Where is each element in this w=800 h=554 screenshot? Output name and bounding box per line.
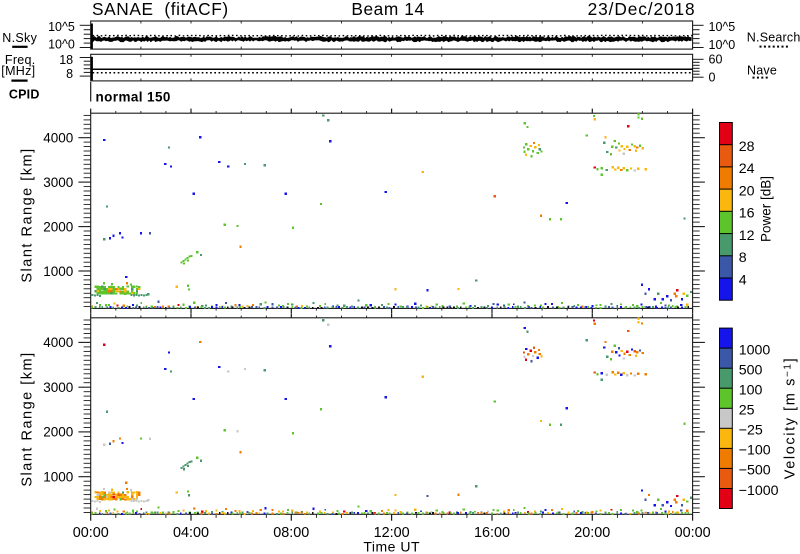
svg-text:Nave: Nave: [747, 63, 777, 77]
svg-text:08:00: 08:00: [273, 525, 309, 541]
svg-text:10^5: 10^5: [48, 20, 75, 34]
svg-text:Slant Range [km]: Slant Range [km]: [20, 351, 36, 486]
svg-text:normal 150: normal 150: [96, 89, 171, 104]
svg-text:16: 16: [739, 206, 755, 222]
svg-text:−25: −25: [739, 423, 763, 439]
svg-text:24: 24: [739, 161, 755, 177]
svg-text:4000: 4000: [43, 131, 73, 146]
svg-text:1000: 1000: [739, 342, 771, 358]
svg-text:16:00: 16:00: [474, 525, 510, 541]
svg-text:Time UT: Time UT: [363, 539, 420, 554]
svg-text:CPID: CPID: [9, 88, 40, 102]
svg-text:1000: 1000: [43, 264, 73, 279]
svg-text:0: 0: [709, 71, 716, 85]
svg-text:Velocity [m s−1]: Velocity [m s−1]: [783, 357, 799, 479]
svg-text:2000: 2000: [43, 425, 73, 440]
svg-text:SANAE (fitACF): SANAE (fitACF): [92, 0, 229, 19]
svg-text:18: 18: [59, 53, 73, 67]
svg-text:10^0: 10^0: [48, 38, 75, 52]
svg-text:25: 25: [739, 403, 755, 419]
svg-text:−1000: −1000: [739, 483, 779, 499]
svg-text:12:00: 12:00: [374, 525, 410, 541]
svg-text:00:00: 00:00: [675, 525, 711, 541]
svg-text:[MHz]: [MHz]: [1, 64, 35, 78]
svg-text:500: 500: [739, 363, 763, 379]
svg-text:4000: 4000: [43, 335, 73, 350]
svg-text:4: 4: [739, 272, 747, 288]
svg-text:2000: 2000: [43, 219, 73, 234]
svg-text:−100: −100: [739, 443, 771, 459]
svg-text:Freq.: Freq.: [5, 53, 36, 67]
svg-text:100: 100: [739, 383, 763, 399]
svg-text:04:00: 04:00: [173, 525, 209, 541]
svg-text:3000: 3000: [43, 175, 73, 190]
svg-text:Beam 14: Beam 14: [351, 0, 424, 19]
svg-text:60: 60: [709, 53, 723, 67]
svg-text:20:00: 20:00: [574, 525, 610, 541]
svg-text:23/Dec/2018: 23/Dec/2018: [588, 0, 696, 19]
svg-text:N.Search: N.Search: [747, 31, 800, 45]
svg-text:Power [dB]: Power [dB]: [759, 176, 774, 242]
svg-text:Slant Range [km]: Slant Range [km]: [20, 147, 36, 282]
svg-text:N.Sky: N.Sky: [2, 31, 37, 45]
svg-text:10^5: 10^5: [709, 20, 736, 34]
svg-text:1000: 1000: [43, 470, 73, 485]
svg-text:12: 12: [739, 228, 755, 244]
svg-text:8: 8: [739, 250, 747, 266]
svg-text:10^0: 10^0: [709, 38, 736, 52]
svg-text:28: 28: [739, 139, 755, 155]
svg-text:20: 20: [739, 183, 755, 199]
svg-text:00:00: 00:00: [73, 525, 109, 541]
svg-text:8: 8: [66, 67, 73, 81]
svg-text:−500: −500: [739, 463, 771, 479]
svg-text:3000: 3000: [43, 380, 73, 395]
